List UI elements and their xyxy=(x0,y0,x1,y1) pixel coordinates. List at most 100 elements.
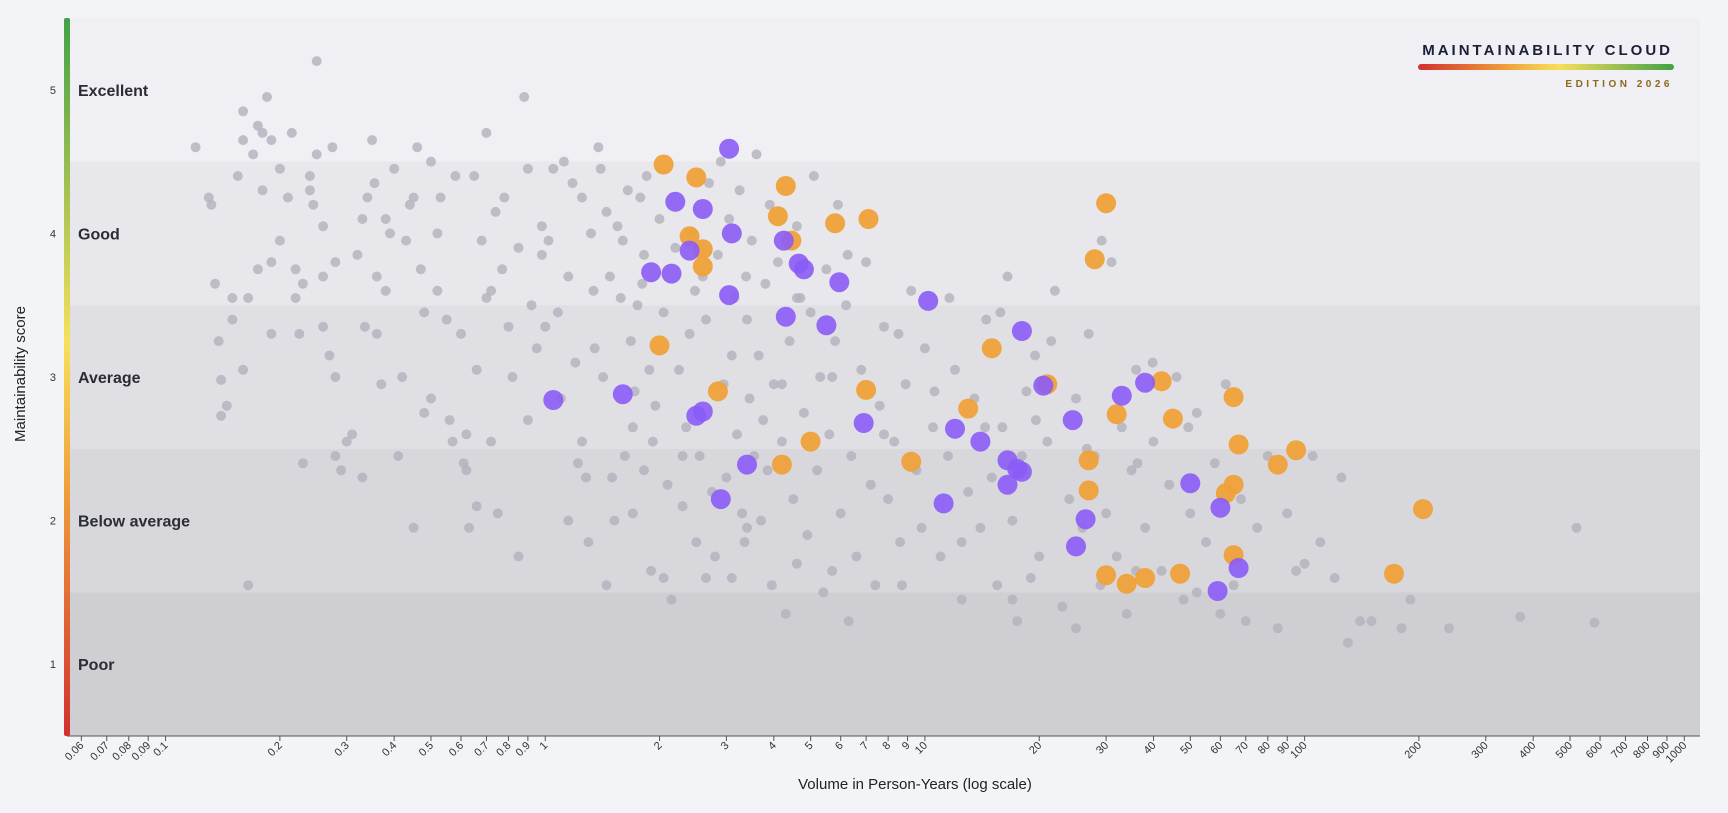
point-s0-151 xyxy=(712,249,723,260)
point-s0-134 xyxy=(654,214,665,224)
point-s0-102 xyxy=(567,178,578,189)
point-s0-219 xyxy=(975,522,986,533)
point-s1-25 xyxy=(1078,450,1099,471)
band-1 xyxy=(67,18,1700,162)
point-s0-215 xyxy=(950,364,960,375)
point-s1-35 xyxy=(1116,573,1137,594)
point-s0-6 xyxy=(216,410,227,421)
point-s0-129 xyxy=(641,171,652,181)
point-s0-21 xyxy=(266,135,277,146)
point-s0-228 xyxy=(1021,386,1032,397)
point-s2-31 xyxy=(997,474,1018,495)
point-s0-271 xyxy=(1329,573,1340,583)
point-s0-251 xyxy=(1164,479,1175,490)
x-tick-label-31: 100 xyxy=(1288,740,1309,761)
point-s0-154 xyxy=(721,472,732,483)
point-s0-268 xyxy=(1299,558,1310,569)
point-s0-269 xyxy=(1307,451,1318,461)
point-s0-86 xyxy=(499,192,510,203)
point-s1-13 xyxy=(981,338,1002,359)
point-s0-36 xyxy=(311,56,322,67)
point-s0-40 xyxy=(327,142,338,153)
point-s0-29 xyxy=(290,293,301,303)
point-s2-20 xyxy=(853,413,874,433)
point-s0-316 xyxy=(1132,458,1143,469)
point-s0-24 xyxy=(274,235,285,246)
point-s0-163 xyxy=(744,393,755,404)
x-tick-label-28: 70 xyxy=(1234,740,1251,757)
point-s0-169 xyxy=(758,415,769,426)
point-s0-33 xyxy=(304,185,315,196)
point-s0-12 xyxy=(238,135,249,146)
y-axis-gradient-bar xyxy=(64,18,70,736)
point-s0-55 xyxy=(385,228,395,239)
point-s0-173 xyxy=(766,580,777,591)
point-s0-331 xyxy=(944,293,955,303)
point-s0-320 xyxy=(380,214,391,224)
point-s0-188 xyxy=(818,587,829,598)
point-s0-281 xyxy=(1589,617,1600,628)
x-tick-label-18: 6 xyxy=(833,740,846,753)
y-tick-label-4: 4 xyxy=(50,228,56,240)
x-axis-ticks: 0.06 0.070.080.090.1 0.2 0.3 0.4 0.5 0.6 0.7 0.8… xyxy=(63,736,1689,765)
x-tick-label-15: 3 xyxy=(719,740,732,753)
point-s0-205 xyxy=(889,436,900,447)
y-axis-ticks: 1 2 3 4 5 xyxy=(50,85,56,671)
point-s0-19 xyxy=(257,185,268,196)
point-s0-3 xyxy=(210,278,221,289)
point-s1-37 xyxy=(1170,563,1191,584)
point-s2-16 xyxy=(543,390,564,410)
point-s1-8 xyxy=(825,213,846,234)
point-s0-196 xyxy=(846,451,857,461)
x-tick-label-32: 200 xyxy=(1403,740,1424,761)
point-s0-324 xyxy=(588,285,599,296)
point-s2-7 xyxy=(679,240,700,261)
x-tick-label-11: 0.8 xyxy=(494,740,513,759)
point-s0-230 xyxy=(1030,350,1041,361)
point-s0-253 xyxy=(1178,594,1189,605)
point-s0-178 xyxy=(784,336,795,347)
point-s0-49 xyxy=(362,192,373,203)
point-s0-116 xyxy=(609,515,620,526)
point-s0-152 xyxy=(715,156,726,167)
point-s0-233 xyxy=(1049,285,1060,296)
point-s0-155 xyxy=(724,214,735,224)
point-s0-265 xyxy=(1272,623,1283,634)
point-s2-22 xyxy=(1062,410,1083,431)
legend-gradient-bar xyxy=(1418,64,1674,70)
point-s0-303 xyxy=(471,364,482,375)
x-tick-label-17: 5 xyxy=(803,740,816,753)
point-s0-221 xyxy=(986,472,997,483)
point-s0-84 xyxy=(492,508,503,519)
point-s0-172 xyxy=(764,199,775,210)
point-s2-14 xyxy=(816,315,837,336)
point-s0-313 xyxy=(980,422,991,433)
x-tick-label-21: 9 xyxy=(900,740,913,753)
point-s2-23 xyxy=(1111,385,1132,406)
point-s0-20 xyxy=(262,92,272,102)
point-s0-161 xyxy=(739,537,750,548)
point-s0-52 xyxy=(371,271,382,282)
point-s0-66 xyxy=(426,393,436,404)
x-tick-label-34: 400 xyxy=(1517,740,1538,761)
y-tick-label-5: 5 xyxy=(50,85,56,97)
point-s0-211 xyxy=(919,343,930,354)
point-s0-210 xyxy=(916,522,927,533)
point-s1-34 xyxy=(1096,565,1117,586)
point-s2-17 xyxy=(612,384,633,405)
point-s0-94 xyxy=(536,221,547,232)
point-s0-160 xyxy=(737,508,748,519)
point-s2-37 xyxy=(1066,536,1086,557)
point-s0-92 xyxy=(526,300,537,311)
point-s0-62 xyxy=(412,142,423,153)
point-s0-199 xyxy=(861,257,872,268)
point-s0-42 xyxy=(330,451,341,461)
point-s0-176 xyxy=(776,436,787,447)
point-s0-37 xyxy=(318,221,329,232)
point-s0-294 xyxy=(897,580,907,591)
x-tick-label-4: 0.1 xyxy=(151,740,170,759)
point-s0-317 xyxy=(1183,422,1194,433)
x-tick-label-19: 7 xyxy=(858,740,871,753)
x-tick-label-37: 700 xyxy=(1609,740,1630,761)
